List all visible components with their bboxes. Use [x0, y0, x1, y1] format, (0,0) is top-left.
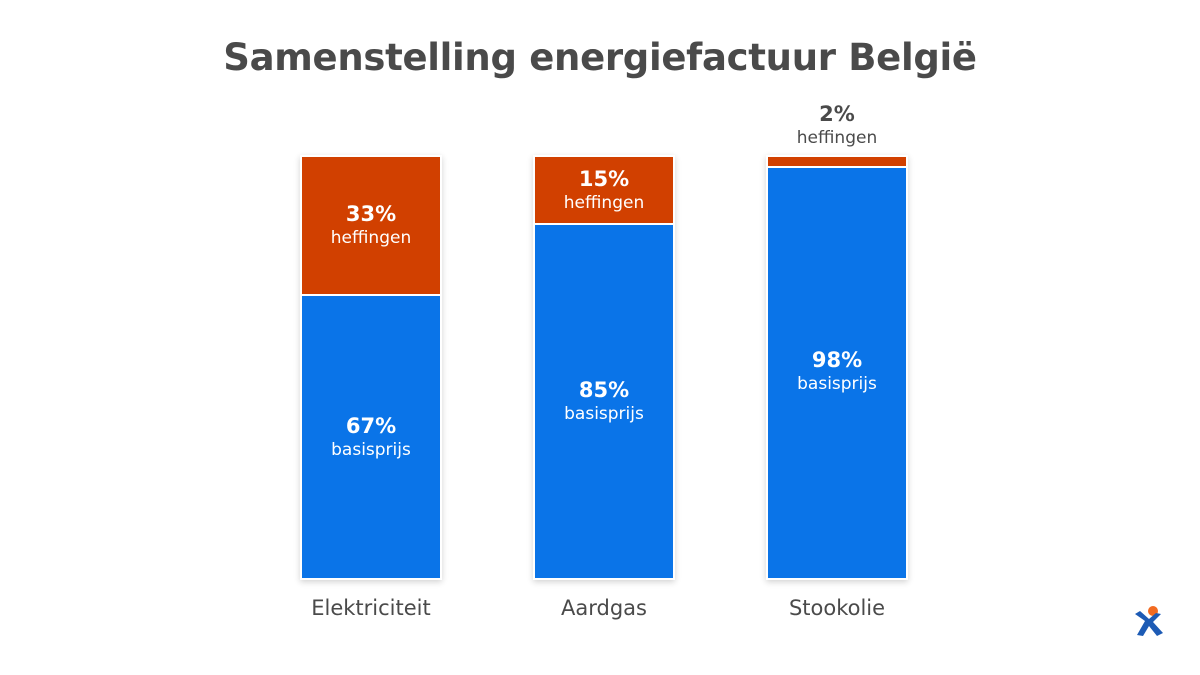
heffingen-label: heffingen — [563, 192, 645, 213]
category-label-elektriciteit: Elektriciteit — [311, 596, 431, 620]
category-label-aardgas: Aardgas — [561, 596, 647, 620]
basis-percent: 67% — [345, 413, 397, 438]
segment-heffingen: 15% heffingen — [535, 157, 673, 225]
heffingen-percent: 33% — [345, 202, 397, 226]
segment-basisprijs: 85% basisprijs — [535, 225, 673, 578]
basis-label: basisprijs — [331, 439, 411, 460]
person-x-logo-icon — [1135, 606, 1163, 636]
category-label-stookolie: Stookolie — [788, 596, 886, 620]
basis-percent: 85% — [578, 378, 630, 402]
segment-heffingen — [768, 157, 906, 168]
chart-title: Samenstelling energiefactuur België — [223, 36, 977, 79]
basis-label: basisprijs — [564, 404, 644, 424]
basis-percent: 98% — [811, 348, 863, 372]
segment-basisprijs: 67% basisprijs — [302, 296, 440, 578]
segment-heffingen: 33% heffingen — [302, 157, 440, 296]
bar-elektriciteit: 33% heffingen 67% basisprijs — [300, 155, 442, 580]
basis-label: basisprijs — [797, 374, 877, 394]
bar-stookolie: 98% basisprijs — [766, 155, 908, 580]
heffingen-percent: 2% — [819, 102, 855, 126]
heffingen-label: heffingen — [796, 128, 878, 148]
heffingen-percent: 15% — [578, 166, 630, 191]
outside-heffingen-annotation: 2% heffingen — [766, 102, 908, 149]
bar-aardgas: 15% heffingen 85% basisprijs — [533, 155, 675, 580]
segment-basisprijs: 98% basisprijs — [768, 168, 906, 578]
heffingen-label: heffingen — [330, 228, 412, 248]
